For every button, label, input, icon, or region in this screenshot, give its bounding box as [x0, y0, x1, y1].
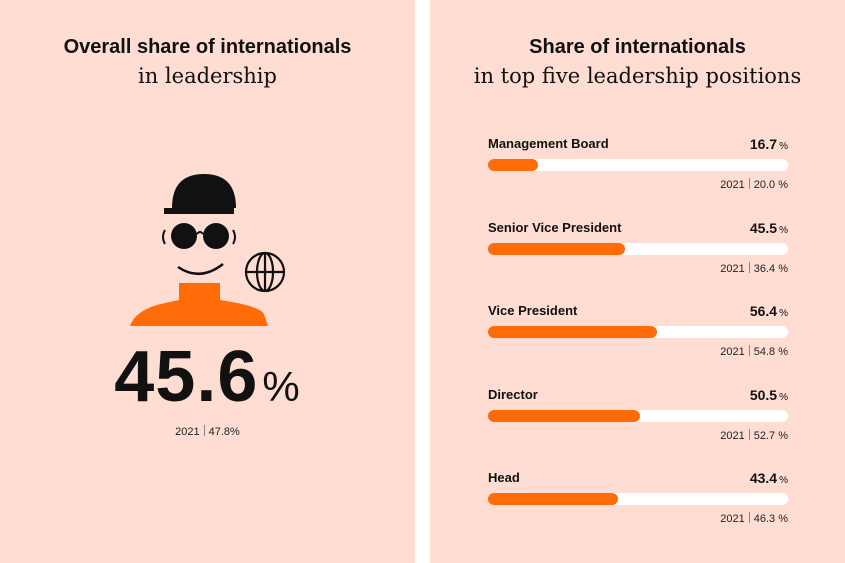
bar-fill — [488, 243, 625, 255]
overall-value: 45.6% — [114, 337, 301, 417]
position-value: 45.5% — [749, 220, 788, 236]
bar-fill — [488, 410, 640, 422]
position-label: Head — [488, 470, 520, 485]
position-value: 50.5% — [749, 387, 788, 403]
bar-fill — [488, 493, 619, 505]
position-previous: 2021 52.7 % — [720, 429, 788, 442]
positions-subtitle: in top five leadership positions — [473, 64, 802, 88]
bar-track — [488, 243, 788, 255]
position-value: 43.4% — [749, 470, 788, 486]
position-previous: 2021 54.8 % — [720, 345, 788, 358]
position-label: Vice President — [488, 303, 578, 318]
position-previous: 2021 46.3 % — [720, 512, 788, 525]
bar-fill — [488, 159, 539, 171]
overall-previous: 2021 47.8% — [175, 425, 240, 438]
position-previous: 2021 20.0 % — [720, 178, 788, 191]
position-value: 16.7% — [749, 136, 788, 152]
position-label: Senior Vice President — [488, 220, 622, 235]
overall-title: Overall share of internationals — [63, 36, 352, 58]
bar-track — [488, 326, 788, 338]
bar-fill — [488, 326, 658, 338]
position-previous: 2021 36.4 % — [720, 262, 788, 275]
bar-track — [488, 493, 788, 505]
positions-title: Share of internationals — [529, 36, 746, 58]
bar-track — [488, 410, 788, 422]
top-positions-panel: Share of internationals in top five lead… — [430, 0, 845, 563]
position-label: Management Board — [488, 136, 609, 151]
position-value: 56.4% — [749, 303, 788, 319]
overall-share-panel: Overall share of internationals in leade… — [0, 0, 415, 563]
position-label: Director — [488, 387, 538, 402]
bar-track — [488, 159, 788, 171]
overall-subtitle: in leadership — [138, 64, 277, 88]
person-with-hat-and-globe-icon — [130, 174, 286, 326]
